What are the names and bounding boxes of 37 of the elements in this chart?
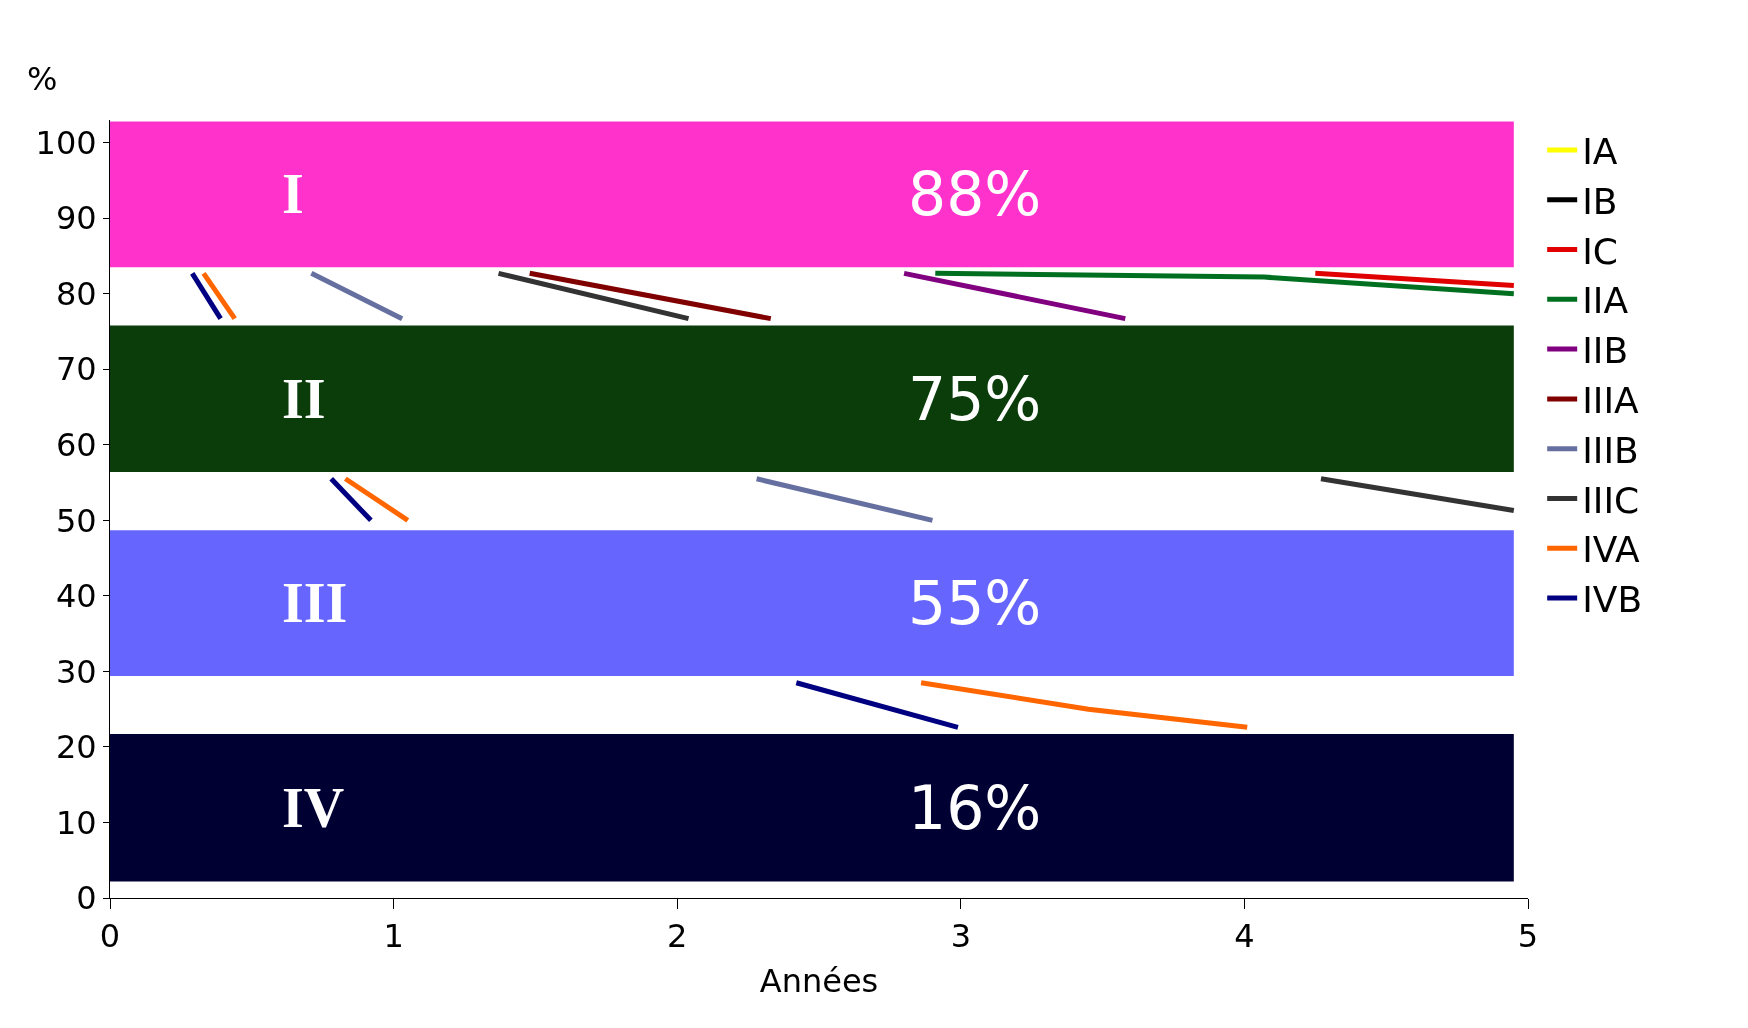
legend-label: IVB	[1582, 579, 1643, 621]
legend-label: IIIA	[1582, 379, 1640, 421]
annotation: 16%	[908, 773, 1042, 843]
y-tick-label: 70	[55, 350, 97, 389]
y-tick-label: 0	[76, 879, 97, 918]
y-tick-label: 50	[55, 501, 97, 540]
x-tick-label: 4	[1234, 917, 1255, 956]
legend-label: IA	[1582, 130, 1618, 172]
annotation: 88%	[908, 159, 1042, 229]
x-tick-label: 5	[1517, 917, 1539, 956]
y-tick-label: 80	[55, 274, 97, 313]
x-tick-label: 0	[99, 917, 121, 956]
y-tick-label: 10	[55, 803, 97, 842]
x-tick-label: 2	[667, 917, 688, 956]
y-tick-label: 100	[35, 123, 97, 162]
y-tick-label: 90	[55, 199, 97, 238]
y-axis-title: %	[27, 60, 58, 98]
x-axis-title: Années	[759, 962, 879, 1001]
legend-label: IIB	[1582, 330, 1629, 372]
band-label: IV	[282, 777, 345, 839]
y-tick-label: 60	[55, 426, 97, 464]
legend-label: IC	[1582, 230, 1618, 272]
annotation: 55%	[908, 568, 1042, 638]
legend-label: IVA	[1582, 529, 1641, 571]
band-label: II	[282, 368, 326, 430]
annotation: 75%	[908, 364, 1042, 434]
x-tick-label: 1	[383, 917, 404, 956]
y-tick-label: 30	[55, 652, 97, 691]
legend-label: IIIB	[1582, 429, 1639, 471]
legend-label: IIIC	[1582, 479, 1640, 521]
band-label: I	[282, 163, 304, 225]
y-tick-label: 20	[55, 728, 97, 767]
legend-label: IIA	[1582, 280, 1629, 322]
x-tick-label: 3	[950, 917, 971, 956]
band-label: III	[282, 572, 348, 634]
legend-label: IB	[1582, 180, 1618, 222]
y-tick-label: 40	[55, 577, 97, 616]
